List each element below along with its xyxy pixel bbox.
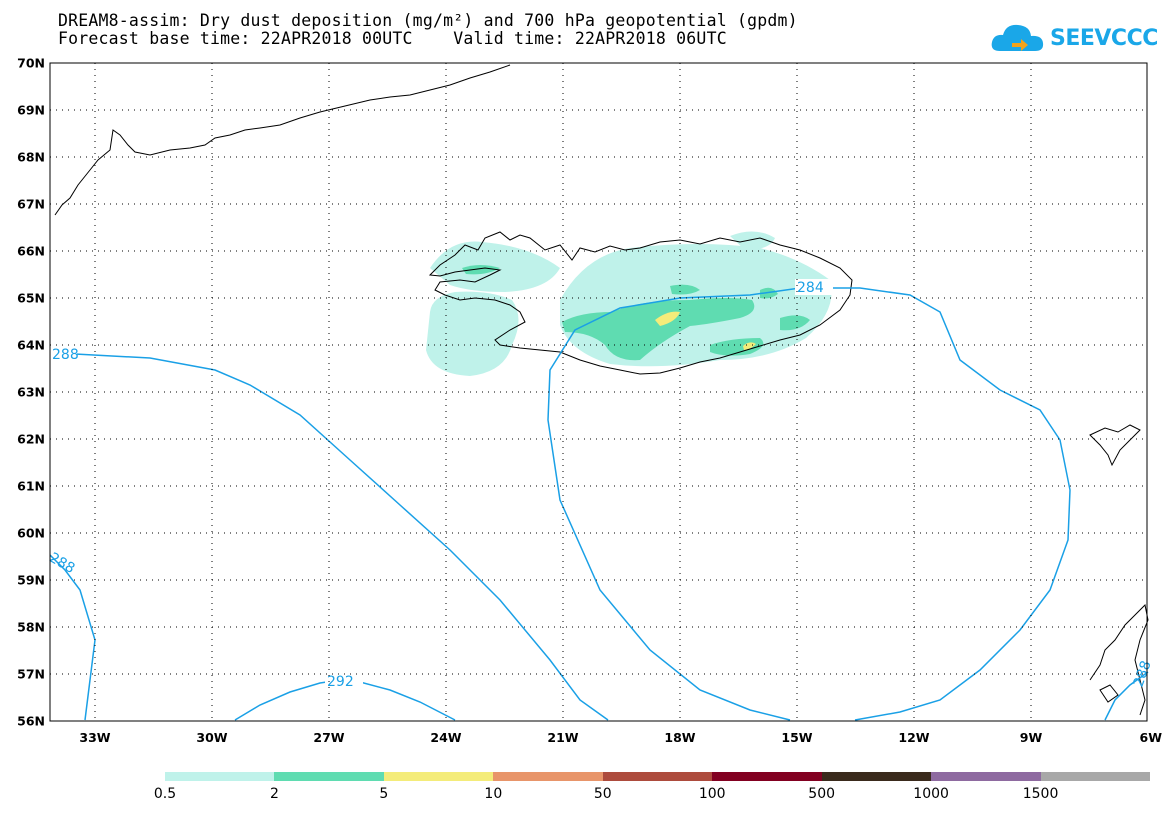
- latitude-label: 56N: [17, 714, 45, 729]
- cloud-arrow-icon: [991, 24, 1044, 51]
- latitude-label: 69N: [17, 103, 45, 118]
- coast-iceland: [428, 231, 853, 375]
- coast-greenland: [54, 64, 511, 216]
- legend-colorbar: [165, 772, 1150, 781]
- contour-288-sw: [49, 554, 96, 721]
- latitude-label: 60N: [17, 526, 45, 541]
- longitude-label: 18W: [664, 730, 695, 745]
- latitude-label: 58N: [17, 620, 45, 635]
- coast-faroe: [1089, 424, 1141, 467]
- longitude-label: 9W: [1020, 730, 1043, 745]
- dust-band-2b: [710, 338, 764, 356]
- legend-label: 100: [698, 786, 726, 802]
- latitude-label: 62N: [17, 432, 45, 447]
- legend-label: 10: [484, 786, 503, 802]
- coast-scotland: [1089, 603, 1149, 716]
- longitude-label: 15W: [781, 730, 812, 745]
- legend-color-swatch: [165, 772, 275, 781]
- contour-label: 284: [797, 280, 824, 296]
- legend-color-swatch: [383, 772, 494, 781]
- longitude-labels: 33W 30W 27W 24W 21W 18W 15W 12W 9W 6W: [79, 730, 1162, 745]
- longitude-label: 21W: [547, 730, 578, 745]
- longitude-label: 24W: [430, 730, 461, 745]
- logo-text: SEEVCCC: [1050, 25, 1158, 51]
- legend-label: 1500: [1022, 786, 1059, 802]
- latitude-label: 59N: [17, 573, 45, 588]
- dust-band-2e: [670, 284, 700, 295]
- latitude-label: 65N: [17, 291, 45, 306]
- legend-label: 500: [808, 786, 836, 802]
- contour-label: 288: [52, 347, 79, 363]
- dust-band-5b: [743, 342, 756, 350]
- latitude-label: 66N: [17, 244, 45, 259]
- legend-color-swatch: [1040, 772, 1150, 781]
- dust-band-2f: [760, 287, 778, 299]
- longitude-label: 33W: [79, 730, 110, 745]
- coast-scotland-isles: [1099, 684, 1119, 703]
- legend-color-swatch: [821, 772, 932, 781]
- coastlines: [54, 64, 1149, 716]
- dust-region-west: [426, 291, 519, 376]
- dust-band-5: [655, 311, 680, 326]
- map-subtitle-times: Forecast base time: 22APR2018 00UTC Vali…: [58, 29, 727, 48]
- latitude-labels: 70N 69N 68N 67N 66N 65N 64N 63N 62N 61N 60N 59N 58N 5…: [17, 56, 45, 729]
- longitude-label: 6W: [1140, 730, 1163, 745]
- latitude-label: 63N: [17, 385, 45, 400]
- latitude-label: 70N: [17, 56, 45, 71]
- longitude-label: 27W: [313, 730, 344, 745]
- dust-deposition-field: [426, 231, 832, 376]
- geopotential-contours: [49, 287, 1149, 721]
- map-title: DREAM8-assim: Dry dust deposition (mg/m²…: [58, 11, 798, 30]
- legend-label: 50: [593, 786, 612, 802]
- dust-region-ne: [730, 231, 775, 250]
- dust-band-2c: [780, 315, 810, 331]
- legend-label: 0.5: [153, 786, 177, 802]
- contour-284: [547, 287, 1071, 721]
- map-frame: [49, 62, 1148, 722]
- gridlines: [50, 63, 1147, 721]
- contour-288-west: [74, 353, 609, 721]
- longitude-label: 12W: [898, 730, 929, 745]
- latitude-label: 68N: [17, 150, 45, 165]
- contour-label: 292: [327, 674, 354, 690]
- contour-288-east: [1104, 671, 1149, 721]
- legend-color-swatch: [931, 772, 1041, 781]
- contour-label: 288: [46, 550, 77, 577]
- legend-color-swatch: [712, 772, 822, 781]
- seevccc-logo: SEEVCCC: [990, 20, 1158, 56]
- legend-color-swatch: [274, 772, 384, 781]
- legend-label: 2: [269, 786, 279, 802]
- legend-label: 1000: [913, 786, 949, 802]
- latitude-label: 64N: [17, 338, 45, 353]
- legend-label: 5: [379, 786, 389, 802]
- latitude-label: 61N: [17, 479, 45, 494]
- legend-color-swatch: [602, 772, 713, 781]
- longitude-label: 30W: [196, 730, 227, 745]
- legend-color-swatch: [493, 772, 603, 781]
- latitude-label: 57N: [17, 667, 45, 682]
- dust-band-2d: [462, 265, 500, 275]
- latitude-label: 67N: [17, 197, 45, 212]
